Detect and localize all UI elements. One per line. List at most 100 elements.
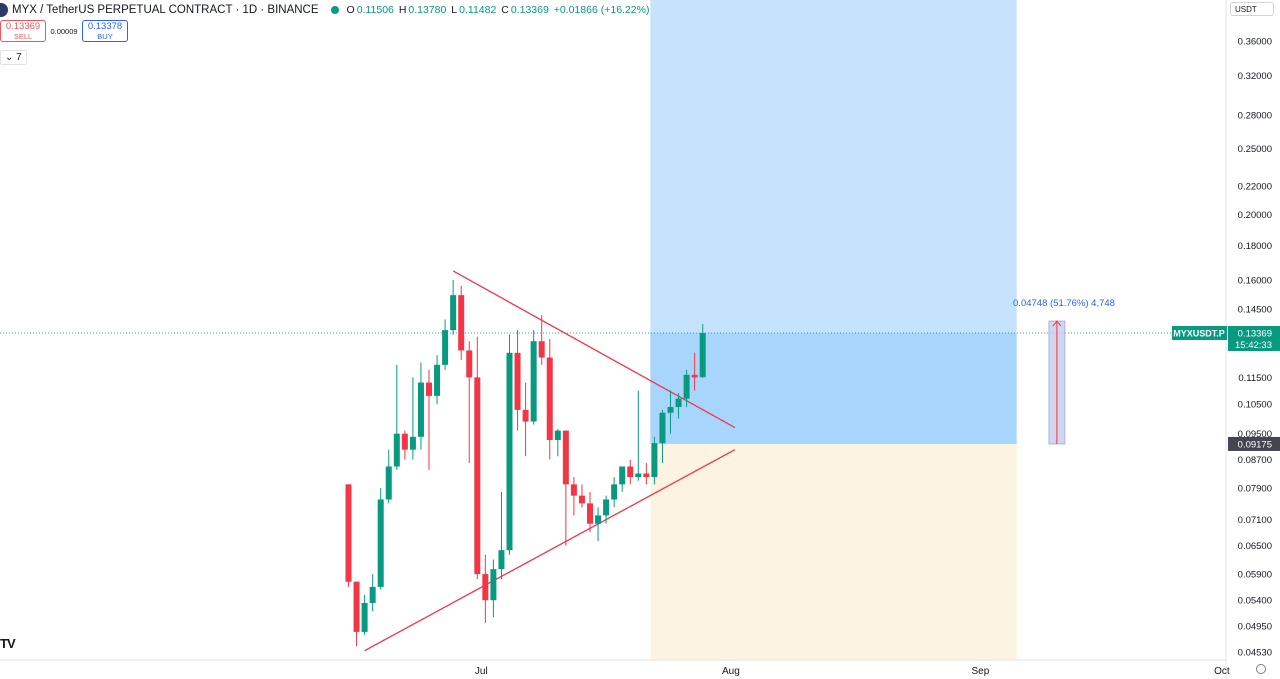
candle-body xyxy=(562,430,569,485)
measure-label: 0.04748 (51.76%) 4,748 xyxy=(1013,298,1115,309)
candle-body xyxy=(482,574,489,601)
candle-body xyxy=(401,433,408,450)
symbol-title[interactable]: MYX / TetherUS PERPETUAL CONTRACT · 1D ·… xyxy=(12,4,319,16)
y-tick-label: 0.04950 xyxy=(1238,621,1272,632)
y-tick-label: 0.25000 xyxy=(1238,144,1272,155)
y-tick-label: 0.09500 xyxy=(1238,429,1272,440)
candle-body xyxy=(409,436,416,450)
candle-11 xyxy=(434,355,441,405)
candle-9 xyxy=(417,362,424,450)
candle-body xyxy=(611,484,618,500)
candle-body xyxy=(530,341,537,422)
sell-button[interactable]: 0.13369 SELL xyxy=(0,20,46,42)
candle-body xyxy=(377,499,384,587)
candle-12 xyxy=(442,319,449,370)
candle-14 xyxy=(458,285,465,360)
trendline-2 xyxy=(364,449,736,652)
candle-38 xyxy=(651,436,658,485)
candle-23 xyxy=(530,330,537,425)
stop-zone xyxy=(650,443,1017,660)
candle-body xyxy=(434,364,441,396)
symbol-badge-bg xyxy=(1172,325,1227,340)
candle-body xyxy=(675,398,682,408)
candle-26 xyxy=(554,429,561,457)
candle-36 xyxy=(635,390,642,481)
candle-body xyxy=(458,295,465,351)
currency-select[interactable]: USDT xyxy=(1230,2,1274,16)
change-value: +0.01866 (+16.22%) xyxy=(553,4,650,16)
y-tick-label: 0.11500 xyxy=(1238,373,1272,384)
candle-body xyxy=(699,332,706,378)
y-tick-label: 0.05400 xyxy=(1238,596,1272,607)
candle-body xyxy=(353,581,360,632)
candle-29 xyxy=(578,484,585,508)
candle-body xyxy=(627,466,634,478)
candle-body xyxy=(578,495,585,504)
y-tick-label: 0.04530 xyxy=(1238,648,1272,659)
candle-17 xyxy=(482,554,489,623)
settings-icon[interactable] xyxy=(1256,664,1266,674)
candle-39 xyxy=(659,409,666,464)
candle-body xyxy=(490,569,497,601)
y-tick-label: 0.20000 xyxy=(1238,210,1272,221)
candle-15 xyxy=(466,341,473,464)
candle-31 xyxy=(595,507,602,542)
candle-body xyxy=(554,430,561,440)
candle-13 xyxy=(450,280,457,335)
y-tick-label: 0.32000 xyxy=(1238,71,1272,82)
candle-35 xyxy=(627,459,634,485)
candle-body xyxy=(603,499,610,516)
candle-body xyxy=(361,602,368,632)
y-tick-label: 0.08700 xyxy=(1238,455,1272,466)
price-badge-bg xyxy=(1228,325,1280,351)
buy-button[interactable]: 0.13378 BUY xyxy=(82,20,128,42)
y-tick-label: 0.16000 xyxy=(1238,276,1272,287)
candle-body xyxy=(514,352,521,410)
candle-body xyxy=(587,503,593,524)
trade-panel: 0.13369 SELL 0.00009 0.13378 BUY xyxy=(0,20,128,42)
candle-body xyxy=(466,350,473,378)
candle-1 xyxy=(353,581,360,647)
candle-body xyxy=(643,473,650,478)
candle-37 xyxy=(643,463,650,485)
candle-body xyxy=(442,330,449,365)
entry-badge-bg xyxy=(1228,436,1280,451)
candle-43 xyxy=(691,352,698,391)
x-tick-jul: Jul xyxy=(475,666,488,677)
candle-body xyxy=(570,484,577,496)
indicators-toggle[interactable]: ⌄ 7 xyxy=(0,50,27,65)
candle-body xyxy=(417,382,424,437)
candle-body xyxy=(659,412,666,444)
candle-0 xyxy=(345,484,352,587)
entry-badge-label: 0.09175 xyxy=(1238,439,1272,450)
candle-24 xyxy=(538,315,545,365)
x-tick-oct: Oct xyxy=(1214,666,1230,677)
candle-body xyxy=(522,409,529,422)
candle-44 xyxy=(699,324,706,378)
candle-body xyxy=(369,586,376,603)
y-tick-label: 0.06500 xyxy=(1238,541,1272,552)
candle-3 xyxy=(369,574,376,612)
candle-34 xyxy=(619,466,626,492)
y-tick-label: 0.10500 xyxy=(1238,400,1272,411)
candle-2 xyxy=(361,594,368,635)
candle-22 xyxy=(522,382,529,457)
y-tick-label: 0.05900 xyxy=(1238,570,1272,581)
candle-body xyxy=(538,341,545,358)
y-tick-label: 0.18000 xyxy=(1238,241,1272,252)
market-status-icon xyxy=(330,6,339,14)
candle-6 xyxy=(393,364,400,470)
y-tick-label: 0.28000 xyxy=(1238,111,1272,122)
candle-21 xyxy=(514,330,521,431)
symbol-badge-label: MYXUSDT.P xyxy=(1173,328,1225,338)
candle-body xyxy=(635,473,642,478)
candle-18 xyxy=(490,559,497,618)
candle-19 xyxy=(498,491,505,580)
trendline-1 xyxy=(452,270,736,429)
candle-28 xyxy=(570,477,577,516)
candle-27 xyxy=(562,430,569,546)
x-tick-sep: Sep xyxy=(972,666,990,677)
candle-body xyxy=(385,466,392,500)
